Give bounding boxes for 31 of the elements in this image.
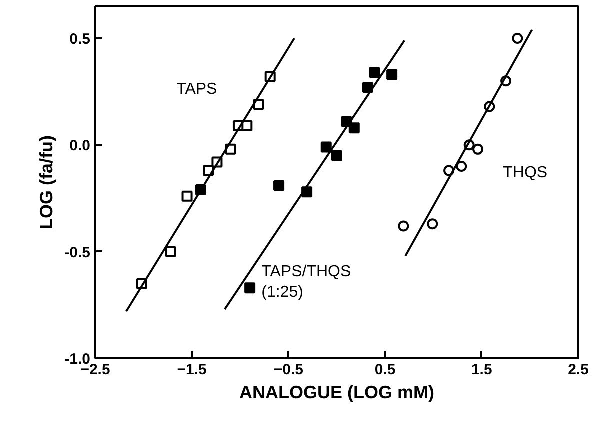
point bbox=[348, 122, 360, 134]
series-label: TAPS bbox=[176, 81, 218, 98]
x-tick-label: 0.5 bbox=[374, 362, 396, 378]
series-label: TAPS/THQS (1:25) bbox=[262, 264, 352, 301]
x-tick-label: 2.5 bbox=[568, 362, 589, 378]
y-tick-label: 0.0 bbox=[70, 138, 91, 155]
point bbox=[369, 67, 380, 78]
x-tick-label: −0.5 bbox=[274, 362, 304, 378]
x-axis-title: ANALOGUE (LOG mM) bbox=[240, 382, 435, 402]
point bbox=[244, 282, 256, 294]
point bbox=[320, 142, 332, 153]
point bbox=[332, 150, 342, 162]
point bbox=[242, 120, 253, 132]
x-tick-label: −1.5 bbox=[177, 362, 207, 378]
y-tick-label: 0.5 bbox=[70, 31, 91, 48]
point bbox=[362, 82, 374, 94]
point bbox=[386, 69, 398, 80]
point bbox=[253, 99, 264, 110]
y-tick-label: -0.5 bbox=[64, 244, 91, 262]
point bbox=[274, 180, 285, 192]
point bbox=[165, 246, 176, 258]
point bbox=[512, 33, 524, 44]
point bbox=[472, 144, 484, 155]
series-label: THQS bbox=[503, 164, 548, 182]
point bbox=[427, 218, 438, 230]
y-axis-title: LOG (fa/fu) bbox=[36, 136, 57, 230]
x-tick-label: 1.5 bbox=[471, 362, 492, 378]
y-tick-label: -1.0 bbox=[64, 351, 91, 368]
point bbox=[456, 161, 468, 172]
point bbox=[182, 190, 193, 202]
point bbox=[398, 220, 410, 232]
